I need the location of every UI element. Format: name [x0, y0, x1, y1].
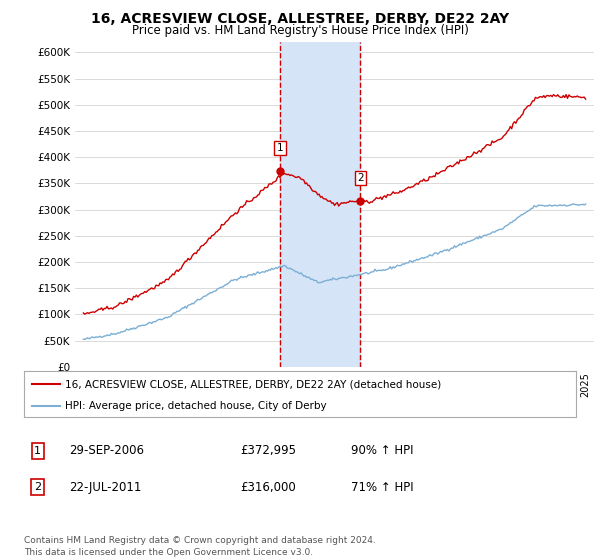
- Text: 16, ACRESVIEW CLOSE, ALLESTREE, DERBY, DE22 2AY: 16, ACRESVIEW CLOSE, ALLESTREE, DERBY, D…: [91, 12, 509, 26]
- Bar: [280, 42, 361, 367]
- Text: Contains HM Land Registry data © Crown copyright and database right 2024.
This d: Contains HM Land Registry data © Crown c…: [24, 536, 376, 557]
- Text: 1: 1: [34, 446, 41, 456]
- Text: 90% ↑ HPI: 90% ↑ HPI: [351, 444, 413, 458]
- Text: 2: 2: [34, 482, 41, 492]
- Text: 1: 1: [277, 143, 283, 153]
- Text: 71% ↑ HPI: 71% ↑ HPI: [351, 480, 413, 494]
- Text: 29-SEP-2006: 29-SEP-2006: [69, 444, 144, 458]
- Text: 2: 2: [357, 173, 364, 183]
- Text: £316,000: £316,000: [240, 480, 296, 494]
- Text: 16, ACRESVIEW CLOSE, ALLESTREE, DERBY, DE22 2AY (detached house): 16, ACRESVIEW CLOSE, ALLESTREE, DERBY, D…: [65, 379, 442, 389]
- Text: Price paid vs. HM Land Registry's House Price Index (HPI): Price paid vs. HM Land Registry's House …: [131, 24, 469, 37]
- Text: £372,995: £372,995: [240, 444, 296, 458]
- Text: 22-JUL-2011: 22-JUL-2011: [69, 480, 142, 494]
- Text: HPI: Average price, detached house, City of Derby: HPI: Average price, detached house, City…: [65, 401, 327, 410]
